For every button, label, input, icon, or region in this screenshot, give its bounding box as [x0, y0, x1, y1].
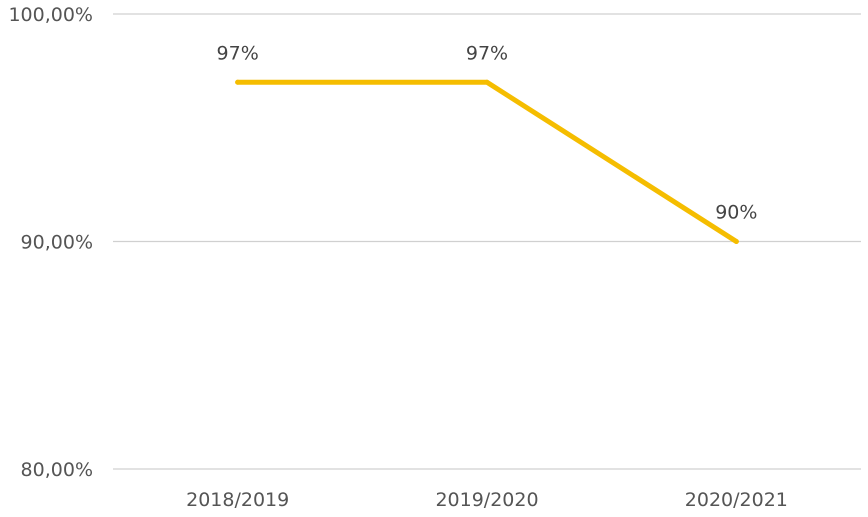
x-tick-label: 2019/2020: [435, 489, 538, 511]
x-tick-label: 2018/2019: [186, 489, 289, 511]
x-axis-ticks: 2018/2019 2019/2020 2020/2021: [186, 489, 788, 511]
data-point: [235, 79, 241, 85]
series-line: [235, 79, 739, 244]
data-label: 90%: [715, 202, 757, 224]
series-layer: [235, 79, 739, 244]
x-tick-label: 2020/2021: [685, 489, 788, 511]
y-tick-label: 100,00%: [8, 4, 93, 26]
y-tick-label: 90,00%: [21, 232, 93, 254]
data-point: [733, 239, 739, 244]
data-label: 97%: [217, 42, 259, 64]
data-label: 97%: [466, 42, 508, 64]
data-labels: 97% 97% 90%: [217, 42, 758, 223]
data-point: [484, 79, 490, 85]
y-axis-ticks: 100,00% 90,00% 80,00%: [8, 4, 93, 481]
y-tick-label: 80,00%: [21, 459, 93, 481]
